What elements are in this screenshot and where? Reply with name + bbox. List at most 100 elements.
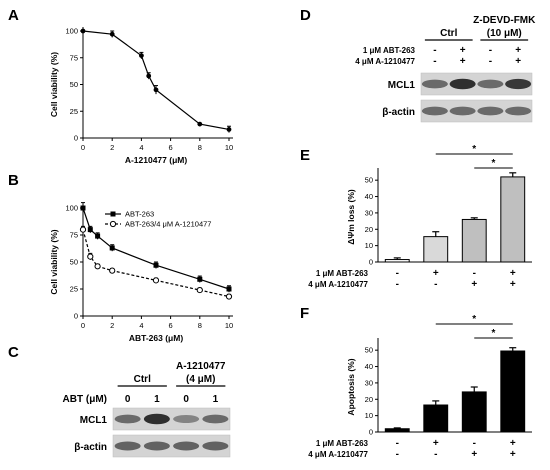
chart-a-y-tick-label: 25 — [70, 107, 78, 116]
chart-b-y-tick-label: 100 — [65, 204, 78, 213]
blot-d-membrane-strip — [420, 99, 533, 123]
chart-f-bar — [384, 428, 410, 433]
chart-a-data-point — [139, 53, 144, 59]
chart-a-x-tick-label: 10 — [225, 143, 233, 152]
chart-e-condition-label: 1 μM ABT-263 — [316, 269, 369, 278]
blot-d-condition-sign: - — [433, 56, 436, 67]
blot-d-band — [477, 79, 504, 89]
chart-f-condition-label: 4 μM A-1210477 — [308, 450, 368, 459]
chart-a-data-point — [109, 31, 115, 37]
blot-d-condition-sign: - — [489, 45, 492, 56]
chart-f-condition-sign: - — [396, 438, 399, 449]
western-blot-c: Ctrl A-1210477 (4 μM) ABT (μM) 0 1 0 1 MCL1 β-act… — [63, 361, 231, 458]
chart-e-condition-sign: - — [434, 279, 437, 290]
chart-f-bar — [461, 391, 487, 433]
blot-c-lane-label: 1 — [154, 394, 160, 405]
chart-e-bar — [461, 218, 487, 263]
chart-e-condition-sign: - — [396, 279, 399, 290]
chart-f-significance-star: * — [492, 328, 496, 339]
chart-b-data-point — [87, 253, 94, 260]
blot-d-group-label: Z-DEVD-FMK — [473, 15, 536, 26]
blot-c-band — [202, 441, 229, 451]
chart-e-y-tick-label: 20 — [365, 225, 373, 234]
chart-b-data-point — [109, 267, 116, 274]
panel-letter-a: A — [8, 7, 19, 24]
chart-f-condition-sign: - — [434, 449, 437, 460]
chart-b-data-point — [152, 277, 160, 284]
panel-letter-d: D — [300, 7, 311, 24]
chart-a-data-point — [153, 87, 159, 93]
chart-b-y-tick-label: 75 — [70, 231, 78, 240]
chart-b-x-tick-label: 8 — [198, 321, 202, 330]
blot-d-band — [421, 79, 448, 89]
chart-b-legend-marker — [110, 211, 116, 217]
chart-a-data-point — [80, 28, 86, 34]
blot-c-membrane-strip — [112, 407, 231, 431]
blot-d-condition-sign: + — [460, 45, 466, 56]
blot-c-group-label: A-1210477 — [176, 361, 226, 372]
panel-letter-e: E — [300, 147, 310, 164]
chart-b-y-tick-label: 0 — [74, 312, 78, 321]
blot-d-band — [505, 106, 532, 116]
chart-a-x-tick-label: 8 — [198, 143, 202, 152]
chart-f-y-tick-label: 50 — [365, 346, 373, 355]
chart-b-data-point — [153, 262, 159, 268]
blot-d-band — [449, 78, 476, 90]
blot-c-group-sublabel: (4 μM) — [186, 374, 215, 385]
chart-b-x-tick-label: 6 — [169, 321, 173, 330]
chart-f-condition-sign: + — [471, 449, 477, 460]
chart-f-y-tick-label: 10 — [365, 411, 373, 420]
chart-f-condition-sign: - — [473, 438, 476, 449]
chart-b-y-tick-label: 25 — [70, 285, 78, 294]
chart-f-y-tick-label: 0 — [369, 428, 373, 437]
blot-d-band — [505, 78, 532, 90]
chart-b-legend-label: ABT-263 — [125, 210, 154, 219]
chart-e-y-tick-label: 40 — [365, 192, 373, 201]
chart-f-condition-label: 1 μM ABT-263 — [316, 439, 369, 448]
blot-c-band — [143, 441, 170, 451]
blot-d-condition-sign: + — [460, 56, 466, 67]
chart-a-y-tick-label: 0 — [74, 134, 78, 143]
chart-a-x-axis-title: A-1210477 (μM) — [125, 155, 188, 165]
blot-c-group-label: Ctrl — [134, 374, 151, 385]
chart-e-condition-sign: - — [396, 268, 399, 279]
chart-e-y-tick-label: 50 — [365, 176, 373, 185]
chart-b-x-axis-title: ABT-263 (μM) — [129, 333, 183, 343]
chart-b-x-tick-label: 10 — [225, 321, 233, 330]
blot-c-row-label: ABT (μM) — [63, 394, 107, 405]
panel-letter-b: B — [8, 172, 19, 189]
chart-e-condition-sign: - — [473, 268, 476, 279]
chart-e-y-tick-label: 10 — [365, 241, 373, 250]
chart-b-x-tick-label: 2 — [110, 321, 114, 330]
blot-c-band — [143, 413, 170, 425]
blot-c-membrane-strip — [112, 434, 231, 458]
chart-e-condition-sign: + — [510, 279, 516, 290]
blot-c-band — [114, 441, 141, 451]
chart-b-data-point — [94, 263, 101, 270]
chart-b-data-point — [79, 226, 87, 233]
chart-a-y-axis-title: Cell viability (%) — [49, 52, 59, 117]
chart-a-data-point — [197, 121, 203, 127]
chart-a-data-point — [146, 73, 152, 79]
chart-f-significance-star: * — [472, 314, 476, 325]
chart-a-x-tick-label: 6 — [169, 143, 173, 152]
blot-d-condition-sign: - — [489, 56, 492, 67]
chart-b-data-point — [87, 227, 93, 233]
chart-e-bar — [384, 259, 410, 263]
blot-d-band — [449, 106, 476, 116]
chart-f-y-axis-title: Apoptosis (%) — [346, 358, 356, 415]
blot-c-lane-label: 0 — [125, 394, 131, 405]
chart-f-condition-sign: - — [396, 449, 399, 460]
chart-e-y-tick-label: 0 — [369, 258, 373, 267]
chart-e-y-tick-label: 30 — [365, 208, 373, 217]
chart-b-x-tick-label: 0 — [81, 321, 85, 330]
chart-b-data-point — [95, 233, 101, 239]
chart-b-legend-label: ABT-263/4 μM A-1210477 — [125, 220, 211, 229]
chart-e-y-axis-title: ΔΨm loss (%) — [346, 189, 356, 245]
blot-c-band — [173, 415, 200, 423]
chart-b-data-point — [196, 286, 203, 294]
